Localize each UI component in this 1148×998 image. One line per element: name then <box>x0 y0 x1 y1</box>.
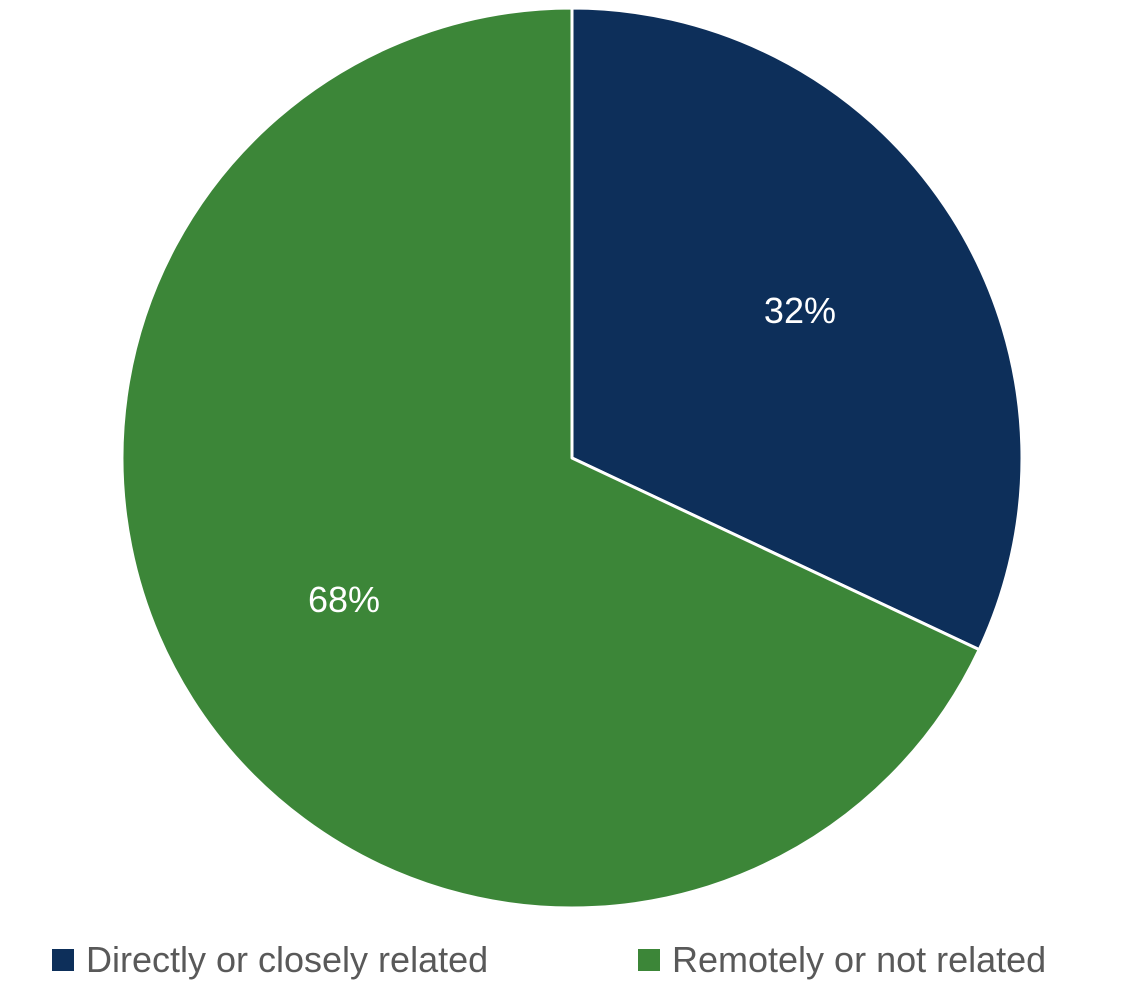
legend-item-directly-related: Directly or closely related <box>52 930 488 990</box>
data-label-directly-related: 32% <box>764 290 836 331</box>
legend-swatch-remotely-related <box>638 949 660 971</box>
legend-item-remotely-related: Remotely or not related <box>638 930 1046 990</box>
pie-slice-directly-related <box>570 6 1024 652</box>
legend-label-directly-related: Directly or closely related <box>86 939 489 980</box>
pie-slice-remotely-related <box>120 6 981 910</box>
legend-label-remotely-related: Remotely or not related <box>672 939 1047 980</box>
legend-swatch-directly-related <box>52 949 74 971</box>
chart-legend: Directly or closely related Remotely or … <box>0 930 1148 990</box>
data-label-remotely-related: 68% <box>308 579 380 620</box>
pie-chart-svg: 32% 68% <box>120 6 1024 910</box>
